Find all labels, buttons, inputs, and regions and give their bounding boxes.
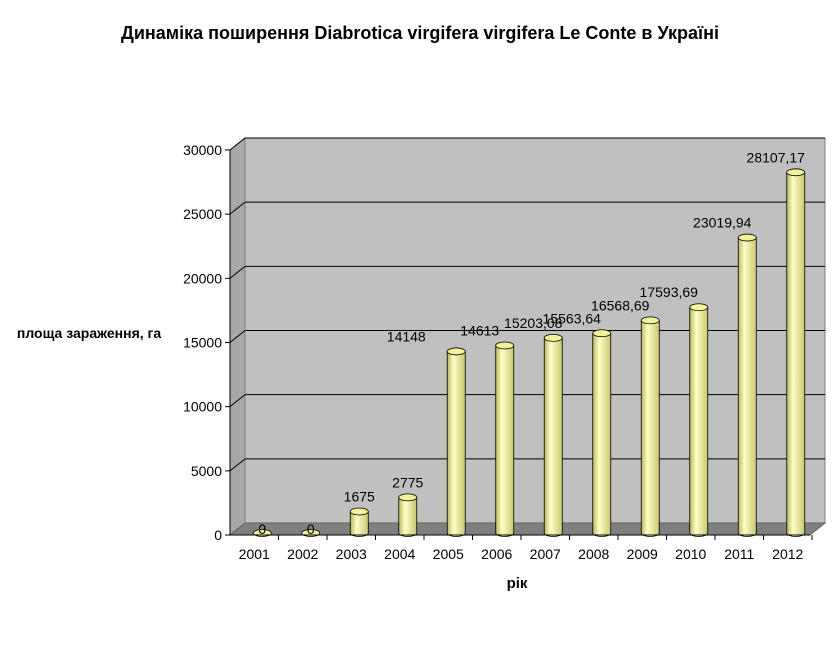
y-tick-label: 0 xyxy=(214,527,222,543)
data-label: 17593,69 xyxy=(640,284,699,300)
gridlines xyxy=(229,137,825,472)
data-label: 15563,64 xyxy=(543,310,602,326)
bar-2011 xyxy=(737,233,757,537)
data-label: 1675 xyxy=(344,489,375,505)
x-tick-label: 2008 xyxy=(578,546,609,562)
x-tick-label: 2007 xyxy=(530,546,561,562)
x-axis-label: рік xyxy=(507,575,528,592)
chart-title: Динаміка поширення Diabrotica virgifera … xyxy=(121,23,719,43)
x-axis-ticks: 2001 2002 2003 2004 2005 2006 2007 2008 2009 2010… xyxy=(230,534,813,562)
gridline xyxy=(229,137,246,151)
x-tick-label: 2009 xyxy=(627,546,658,562)
x-tick-label: 2010 xyxy=(675,546,706,562)
gridline xyxy=(229,458,246,472)
x-tick-label: 2012 xyxy=(772,546,803,562)
y-tick-label: 25000 xyxy=(183,206,222,222)
bar-2004 xyxy=(398,493,418,537)
gridline xyxy=(229,394,246,408)
bar-2012 xyxy=(786,168,806,537)
bar-2009 xyxy=(640,316,660,537)
y-axis-ticks: 0 5000 10000 15000 20000 25000 30000 xyxy=(183,142,231,543)
data-label: 14148 xyxy=(387,328,426,344)
bars xyxy=(252,168,806,537)
data-label: 28107,17 xyxy=(747,149,806,165)
y-tick-label: 30000 xyxy=(183,142,222,158)
bar-2005 xyxy=(446,347,466,537)
data-label: 16568,69 xyxy=(591,297,650,313)
x-tick-label: 2006 xyxy=(481,546,512,562)
x-tick-label: 2003 xyxy=(336,546,367,562)
data-label: 14613 xyxy=(460,322,499,338)
data-label: 2775 xyxy=(392,474,423,490)
bar-2007 xyxy=(543,333,563,537)
x-tick-label: 2001 xyxy=(239,546,270,562)
y-tick-label: 20000 xyxy=(183,270,222,286)
gridline xyxy=(229,201,246,215)
bar-2008 xyxy=(592,329,612,537)
data-labels: 0 0 1675 2775 14148 14613 15203,0815563,641656… xyxy=(258,149,805,537)
y-tick-label: 5000 xyxy=(191,463,222,479)
x-tick-label: 2002 xyxy=(287,546,318,562)
data-label: 0 xyxy=(307,521,315,537)
bar-2010 xyxy=(689,303,709,537)
y-axis-label: площа зараження, га xyxy=(16,325,162,341)
bar-2003 xyxy=(349,507,369,537)
x-tick-label: 2011 xyxy=(724,546,754,562)
gridline xyxy=(229,265,246,279)
data-label: 23019,94 xyxy=(693,215,752,231)
x-tick-label: 2005 xyxy=(433,546,464,562)
plot-area xyxy=(228,136,827,537)
data-label: 0 xyxy=(258,521,266,537)
bar-2006 xyxy=(495,341,515,537)
x-tick-label: 2004 xyxy=(384,546,415,562)
data-label: 15203,08 xyxy=(504,315,563,331)
gridline xyxy=(229,330,246,343)
y-tick-label: 15000 xyxy=(183,335,222,351)
y-tick-label: 10000 xyxy=(183,399,222,415)
